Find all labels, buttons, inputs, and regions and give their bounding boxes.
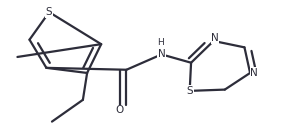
Text: S: S: [186, 86, 193, 96]
Text: N: N: [211, 33, 219, 43]
Text: S: S: [46, 7, 53, 17]
Text: N: N: [250, 68, 258, 78]
Text: H: H: [157, 38, 164, 47]
Text: N: N: [158, 49, 166, 59]
Text: O: O: [115, 105, 124, 115]
